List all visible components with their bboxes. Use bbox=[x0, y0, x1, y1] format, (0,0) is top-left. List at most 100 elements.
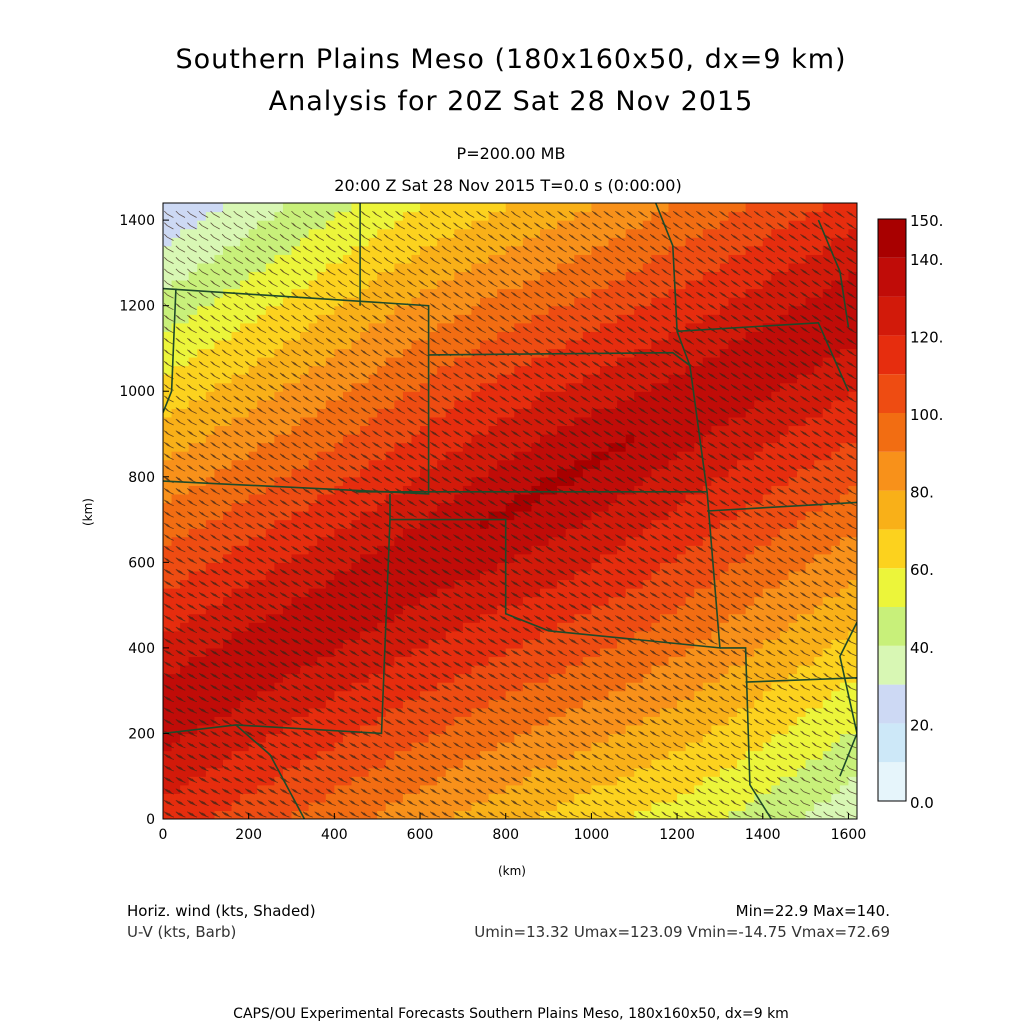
field-cell bbox=[420, 451, 430, 461]
field-cell bbox=[368, 451, 378, 461]
field-cell bbox=[231, 237, 241, 247]
field-cell bbox=[437, 673, 447, 683]
field-cell bbox=[428, 801, 438, 812]
field-cell bbox=[325, 262, 335, 273]
field-cell bbox=[205, 750, 216, 760]
field-cell bbox=[394, 596, 404, 606]
field-cell bbox=[300, 639, 310, 649]
field-cell bbox=[437, 314, 447, 324]
field-cell bbox=[188, 588, 198, 598]
field-cell bbox=[248, 784, 258, 794]
field-cell bbox=[454, 228, 464, 238]
field-cell bbox=[360, 519, 370, 529]
field-cell bbox=[377, 588, 387, 598]
field-cell bbox=[480, 211, 490, 221]
field-cell bbox=[402, 493, 413, 504]
field-cell bbox=[231, 280, 241, 290]
field-cell bbox=[617, 331, 627, 341]
field-cell bbox=[659, 767, 670, 777]
field-cell bbox=[574, 647, 584, 658]
field-cell bbox=[334, 707, 344, 717]
field-cell bbox=[231, 742, 241, 752]
field-cell bbox=[385, 442, 395, 452]
field-cell bbox=[214, 382, 224, 392]
field-cell bbox=[257, 399, 267, 409]
field-cell bbox=[368, 331, 378, 341]
field-cell bbox=[402, 810, 413, 819]
field-cell bbox=[282, 331, 293, 341]
field-cell bbox=[582, 271, 592, 281]
field-cell bbox=[411, 690, 421, 700]
field-cell bbox=[428, 271, 438, 281]
field-cell bbox=[308, 690, 318, 700]
field-cell bbox=[454, 682, 464, 692]
field-cell bbox=[437, 211, 447, 221]
field-cell bbox=[188, 767, 198, 777]
field-cell bbox=[214, 220, 224, 230]
field-cell bbox=[411, 630, 421, 640]
field-cell bbox=[445, 699, 455, 709]
field-cell bbox=[471, 511, 481, 521]
field-cell bbox=[454, 596, 464, 606]
field-cell bbox=[308, 665, 318, 675]
field-cell bbox=[659, 810, 670, 819]
field-cell bbox=[462, 742, 473, 752]
field-cell bbox=[454, 288, 464, 298]
field-cell bbox=[599, 211, 610, 221]
field-cell bbox=[325, 493, 335, 504]
field-cell bbox=[737, 622, 747, 632]
field-cell bbox=[402, 442, 413, 452]
field-cell bbox=[205, 314, 216, 324]
field-cell bbox=[205, 374, 216, 384]
field-cell bbox=[282, 314, 293, 324]
field-cell bbox=[377, 399, 387, 409]
field-cell bbox=[197, 536, 207, 546]
field-cell bbox=[188, 682, 198, 692]
field-cell bbox=[325, 562, 335, 572]
field-cell bbox=[539, 339, 550, 350]
field-cell bbox=[342, 699, 353, 709]
field-cell bbox=[351, 690, 361, 700]
field-cell bbox=[197, 605, 207, 615]
field-cell bbox=[188, 630, 198, 640]
field-cell bbox=[171, 297, 181, 307]
field-cell bbox=[445, 442, 455, 452]
field-cell bbox=[180, 425, 190, 435]
field-cell bbox=[360, 801, 370, 812]
field-cell bbox=[274, 656, 284, 666]
field-cell bbox=[488, 468, 498, 478]
field-cell bbox=[368, 459, 378, 469]
field-cell bbox=[265, 374, 275, 384]
field-cell bbox=[428, 468, 438, 478]
field-cell bbox=[394, 639, 404, 649]
field-cell bbox=[197, 459, 207, 469]
field-cell bbox=[402, 519, 413, 529]
field-cell bbox=[163, 690, 173, 700]
field-cell bbox=[257, 305, 267, 315]
field-cell bbox=[163, 297, 173, 307]
field-cell bbox=[222, 374, 233, 384]
field-cell bbox=[342, 339, 353, 350]
field-cell bbox=[222, 519, 233, 529]
field-cell bbox=[428, 339, 438, 350]
field-cell bbox=[497, 630, 507, 640]
field-cell bbox=[240, 519, 250, 529]
field-cell bbox=[377, 228, 387, 238]
field-cell bbox=[282, 288, 293, 298]
field-cell bbox=[180, 767, 190, 777]
field-cell bbox=[505, 391, 515, 401]
field-cell bbox=[325, 528, 335, 538]
field-cell bbox=[214, 690, 224, 700]
field-cell bbox=[445, 562, 455, 572]
field-cell bbox=[308, 348, 318, 358]
field-cell bbox=[505, 365, 515, 375]
field-cell bbox=[351, 759, 361, 769]
field-cell bbox=[565, 493, 575, 504]
field-cell bbox=[625, 759, 635, 769]
field-cell bbox=[180, 759, 190, 769]
field-cell bbox=[462, 468, 473, 478]
field-cell bbox=[197, 442, 207, 452]
field-cell bbox=[222, 348, 233, 358]
field-cell bbox=[539, 382, 550, 392]
field-cell bbox=[368, 767, 378, 777]
